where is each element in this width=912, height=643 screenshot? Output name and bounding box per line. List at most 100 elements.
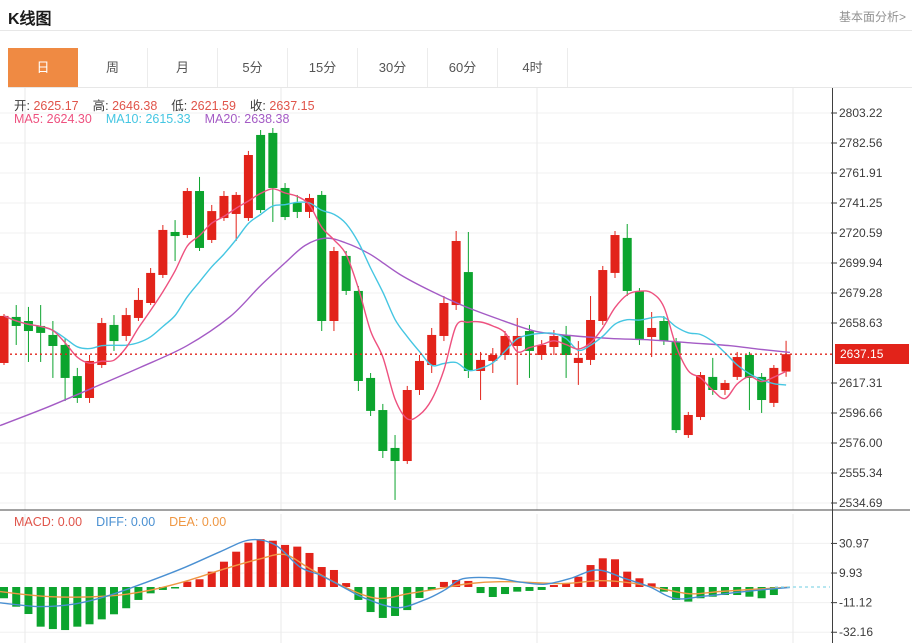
- candle: [647, 312, 657, 358]
- ma-legend: MA5: 2624.30 MA10: 2615.33 MA20: 2638.38: [14, 112, 303, 126]
- candle: [195, 176, 205, 252]
- candle: [292, 194, 302, 219]
- tab-4hour[interactable]: 4时: [498, 48, 568, 87]
- gridlines: [0, 88, 832, 643]
- candle: [121, 307, 131, 342]
- candle: [402, 385, 412, 464]
- candle: [696, 371, 706, 421]
- candle: [341, 251, 351, 296]
- diff-line: [0, 538, 791, 609]
- axis-tick-label: 2617.31: [839, 376, 883, 390]
- axis-labels: 2803.22 2782.56 2761.91 2741.25 2720.59 2699.…: [831, 106, 883, 639]
- macd-dea: DEA: 0.00: [169, 515, 227, 529]
- axis-tick-label: 2741.25: [839, 196, 883, 210]
- tab-30min[interactable]: 30分: [358, 48, 428, 87]
- candle: [133, 288, 143, 322]
- candle: [720, 379, 730, 395]
- header-divider: [0, 30, 912, 31]
- candle: [280, 183, 290, 221]
- candle: [500, 331, 510, 360]
- interval-tab-bar: 日周月 5分 15分 30分 60分 4时: [8, 48, 912, 88]
- candle: [708, 357, 718, 395]
- tab-month[interactable]: 月: [148, 48, 218, 87]
- axes: [0, 88, 910, 643]
- candle: [598, 265, 608, 325]
- axis-tick-label: 2555.34: [839, 466, 883, 480]
- candle: [146, 267, 156, 306]
- candle: [317, 191, 327, 332]
- candle: [622, 223, 632, 297]
- ohlc-high: 高: 2646.38: [92, 99, 158, 113]
- page-title: K线图: [8, 11, 52, 28]
- candle: [744, 351, 754, 411]
- ohlc-close: 收: 2637.15: [249, 99, 315, 113]
- candle: [439, 296, 449, 342]
- ma-ma10: MA10: 2615.33: [105, 112, 191, 126]
- axis-tick-label: 2576.00: [839, 436, 883, 450]
- candle: [97, 317, 107, 368]
- axis-tick-label: -32.16: [839, 625, 873, 639]
- macd-bars: [0, 539, 778, 631]
- candle: [634, 288, 644, 345]
- axis-tick-label: 2658.63: [839, 316, 883, 330]
- ma10-line: [3, 201, 787, 386]
- ma-ma5: MA5: 2624.30: [14, 112, 92, 126]
- candle: [170, 220, 180, 262]
- ohlc-low: 低: 2621.59: [171, 99, 236, 113]
- macd-macd: MACD: 0.00: [14, 515, 83, 529]
- candle: [0, 314, 9, 366]
- candle: [158, 225, 168, 279]
- axis-tick-label: 2720.59: [839, 226, 883, 240]
- tab-day[interactable]: 日: [8, 48, 78, 87]
- candle: [524, 324, 534, 378]
- candle: [353, 286, 363, 392]
- ma-ma20: MA20: 2638.38: [204, 112, 290, 126]
- macd-legend: MACD: 0.00 DIFF: 0.00 DEA: 0.00: [14, 515, 240, 529]
- axis-tick-label: 30.97: [839, 536, 869, 550]
- candle: [378, 403, 388, 458]
- tab-15min[interactable]: 15分: [288, 48, 358, 87]
- axis-tick-label: 2596.66: [839, 406, 883, 420]
- candle: [23, 306, 33, 362]
- axis-tick-label: 2761.91: [839, 166, 883, 180]
- ma-lines: [0, 188, 791, 427]
- candles: [0, 127, 791, 500]
- ma5-line: [3, 188, 787, 421]
- candle: [414, 354, 424, 395]
- axis-tick-label: 2679.28: [839, 286, 883, 300]
- tab-60min[interactable]: 60分: [428, 48, 498, 87]
- candle: [683, 411, 693, 438]
- candle: [11, 305, 21, 345]
- ma20-line: [0, 237, 791, 427]
- candle: [586, 296, 596, 366]
- candle: [231, 192, 241, 241]
- candle: [610, 230, 620, 279]
- axis-tick-label: -11.12: [839, 596, 872, 610]
- macd-diff: DIFF: 0.00: [96, 515, 156, 529]
- ohlc-open: 开: 2625.17: [14, 99, 79, 113]
- axis-tick-label: 2782.56: [839, 136, 883, 150]
- candle: [769, 365, 779, 407]
- tab-week[interactable]: 周: [78, 48, 148, 87]
- candle: [60, 338, 70, 402]
- candle: [182, 187, 192, 238]
- candle: [732, 351, 742, 380]
- candle: [366, 373, 376, 416]
- axis-tick-label: 2699.94: [839, 256, 883, 270]
- axis-tick-label: 2534.69: [839, 496, 883, 510]
- candle: [72, 367, 82, 403]
- candle: [390, 435, 400, 500]
- candle: [36, 305, 46, 362]
- candle: [329, 246, 339, 332]
- tab-5min[interactable]: 5分: [218, 48, 288, 87]
- candle: [243, 150, 253, 221]
- candle: [781, 340, 791, 377]
- fundamental-analysis-link[interactable]: 基本面分析>: [838, 10, 906, 24]
- ohlc-legend: 开: 2625.17 高: 2646.38 低: 2621.59 收: 2637.15: [14, 95, 329, 114]
- current-price-label: 2637.15: [835, 344, 909, 364]
- macd-lines: [0, 538, 830, 609]
- candle: [537, 340, 547, 360]
- candle: [463, 231, 473, 378]
